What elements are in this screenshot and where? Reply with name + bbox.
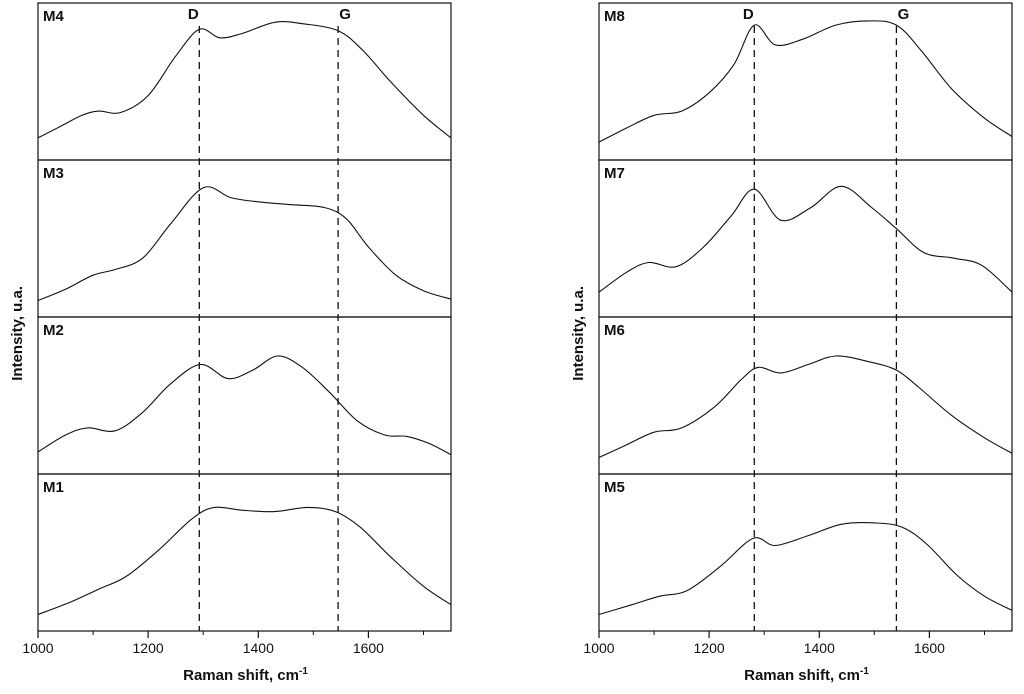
spectrum-curve-m1 — [37, 506, 452, 616]
panel-border-m6 — [598, 316, 1013, 475]
spectra-panels-right: D G M8 M7 M6 M5 1000 1200 1400 1600 — [583, 2, 1015, 664]
x-tick-label: 1600 — [914, 640, 945, 656]
chart-column-right: Intensity, u.a. D G M8 M7 M6 M5 1000 1200 1400 16… — [570, 2, 1015, 694]
panel-border-m4 — [37, 2, 452, 161]
sample-label-m6: M6 — [604, 322, 625, 339]
spectra-svg: D G M4 M3 M2 M1 1000 1200 1400 1600 — [22, 2, 452, 656]
x-axis-label-text: Raman shift, cm — [744, 667, 860, 684]
band-label-d: D — [743, 6, 754, 23]
y-axis-label-right: Intensity, u.a. — [570, 285, 587, 381]
spectra-svg: D G M8 M7 M6 M5 1000 1200 1400 1600 — [583, 2, 1013, 656]
band-label-d: D — [188, 6, 199, 23]
spectrum-curve-m8 — [598, 20, 1013, 143]
x-axis-label-right: Raman shift, cm-1 — [598, 666, 1015, 684]
x-tick-label: 1000 — [583, 640, 614, 656]
y-axis-label-left: Intensity, u.a. — [9, 285, 26, 381]
plot-row-left: Intensity, u.a. D G M4 M3 M2 M1 1000 1200 1400 16… — [9, 2, 454, 664]
chart-column-left: Intensity, u.a. D G M4 M3 M2 M1 1000 1200 1400 16… — [9, 2, 454, 694]
x-tick-label: 1400 — [243, 640, 274, 656]
spectrum-curve-m5 — [598, 522, 1013, 616]
spectrum-curve-m2 — [37, 355, 452, 456]
band-label-g: G — [339, 6, 351, 23]
x-tick-label: 1000 — [22, 640, 53, 656]
sample-label-m5: M5 — [604, 479, 625, 496]
x-axis-label-left: Raman shift, cm-1 — [37, 666, 454, 684]
x-tick-label: 1400 — [804, 640, 835, 656]
sample-label-m4: M4 — [43, 8, 64, 25]
panel-border-m5 — [598, 473, 1013, 632]
spectrum-curve-m6 — [598, 355, 1013, 459]
sample-label-m3: M3 — [43, 165, 64, 182]
x-tick-label: 1200 — [694, 640, 725, 656]
x-tick-label: 1600 — [353, 640, 384, 656]
sample-label-m7: M7 — [604, 165, 625, 182]
x-tick-label: 1200 — [133, 640, 164, 656]
panel-border-m8 — [598, 2, 1013, 161]
band-label-g: G — [898, 6, 910, 23]
spectrum-curve-m3 — [37, 186, 452, 302]
panel-border-m3 — [37, 159, 452, 318]
x-axis-label-exponent: -1 — [859, 666, 869, 677]
x-axis-label-exponent: -1 — [298, 666, 308, 677]
plot-row-right: Intensity, u.a. D G M8 M7 M6 M5 1000 1200 1400 16… — [570, 2, 1015, 664]
spectrum-curve-m4 — [37, 21, 452, 139]
spectra-panels-left: D G M4 M3 M2 M1 1000 1200 1400 1600 — [22, 2, 454, 664]
x-axis-label-text: Raman shift, cm — [183, 667, 299, 684]
sample-label-m8: M8 — [604, 8, 625, 25]
sample-label-m1: M1 — [43, 479, 64, 496]
panel-border-m1 — [37, 473, 452, 632]
panel-border-m7 — [598, 159, 1013, 318]
panel-border-m2 — [37, 316, 452, 475]
sample-label-m2: M2 — [43, 322, 64, 339]
spectrum-curve-m7 — [598, 185, 1013, 293]
